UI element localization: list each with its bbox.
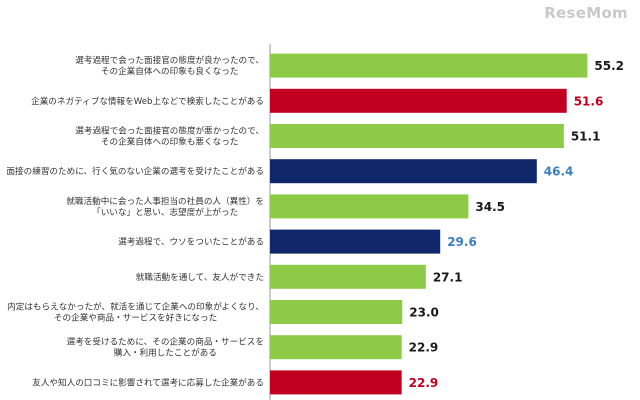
value-label-1: 55.2: [594, 59, 624, 73]
value-label-10: 22.9: [409, 376, 439, 390]
bar-7: [270, 264, 426, 289]
value-label-5: 34.5: [475, 200, 505, 214]
bar-5: [270, 194, 469, 219]
category-label-3: 選考過程で会った面接官の態度が悪かったので、その企業自体への印象も悪くなった: [75, 125, 264, 148]
value-label-6: 29.6: [447, 235, 477, 249]
category-label-8: 内定はもらえなかったが、就活を通じて企業への印象がよくなり、その企業や商品・サー…: [7, 301, 264, 324]
bar-10: [270, 370, 402, 395]
value-label-7: 27.1: [433, 270, 463, 284]
value-label-4: 46.4: [544, 165, 574, 179]
bar-6: [270, 229, 441, 254]
category-label-4: 面接の練習のために、行く気のない企業の選考を受けたことがある: [6, 165, 264, 177]
bar-8: [270, 300, 403, 324]
bar-4: [270, 159, 537, 184]
category-label-10: 友人や知人の口コミに影響されて選考に応募した企業がある: [32, 376, 264, 388]
watermark-logo: ReseMom: [544, 4, 628, 22]
category-label-7: 就職活動を通して、友人ができた: [136, 271, 264, 283]
category-label-9: 選考を受けるために、その企業の商品・サービスを購入・利用したことがある: [67, 336, 264, 359]
value-label-3: 51.1: [571, 130, 601, 144]
value-label-9: 22.9: [409, 341, 439, 355]
category-label-6: 選考過程で、ウソをついたことがある: [118, 236, 264, 248]
value-label-8: 23.0: [409, 306, 439, 320]
category-label-1: 選考過程で会った面接官の態度が良かったので、その企業自体への印象も良くなった: [75, 54, 264, 77]
bar-3: [270, 124, 564, 148]
bar-2: [270, 88, 567, 113]
bar-9: [270, 335, 402, 360]
bar-1: [270, 53, 588, 78]
category-label-5: 就職活動中に会った人事担当の社員の人（異性）を「いいな」と思い、志望度が上がった: [66, 195, 264, 218]
value-label-2: 51.6: [574, 94, 604, 108]
category-label-2: 企業のネガティブな情報をWeb上などで検索したことがある: [31, 95, 264, 107]
